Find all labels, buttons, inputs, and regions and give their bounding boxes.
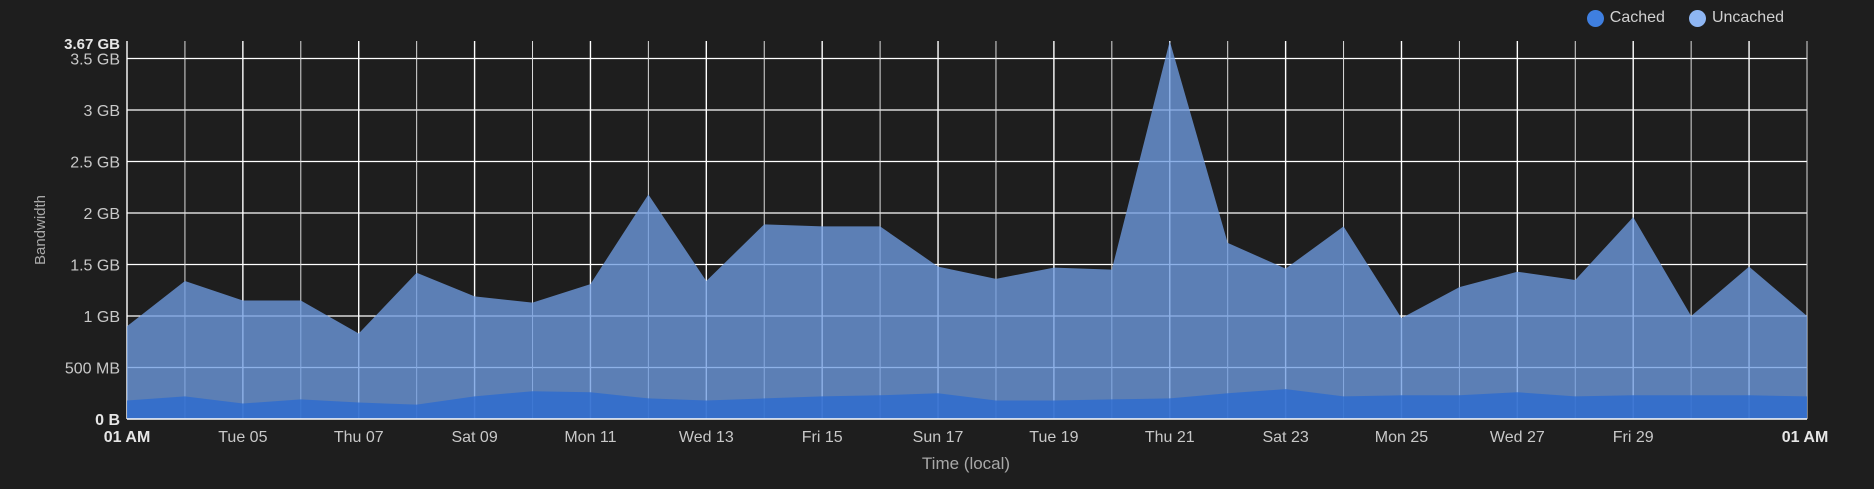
- x-axis-title: Time (local): [922, 454, 1010, 473]
- x-tick-label: 01 AM: [104, 429, 151, 446]
- x-tick-label: Sat 09: [451, 429, 497, 446]
- legend-item-cached[interactable]: Cached: [1587, 9, 1665, 27]
- y-axis-max-label: 3.67 GB: [64, 36, 120, 53]
- y-tick-label: 0 B: [95, 412, 120, 429]
- y-tick-label: 1 GB: [84, 309, 120, 326]
- y-axis-tick-labels: 0 B 500 MB 1 GB 1.5 GB 2 GB 2.5 GB 3 GB 3.5 GB: [65, 52, 120, 429]
- x-tick-label: Sat 23: [1262, 429, 1308, 446]
- x-tick-label: Fri 29: [1613, 429, 1654, 446]
- x-tick-label: 01 AM: [1782, 429, 1829, 446]
- legend: Cached Uncached: [1587, 9, 1784, 27]
- x-tick-label: Tue 19: [1029, 429, 1078, 446]
- x-tick-label: Thu 21: [1145, 429, 1195, 446]
- y-axis-title: Bandwidth: [32, 195, 49, 265]
- y-tick-label: 3 GB: [84, 103, 120, 120]
- areas: [127, 41, 1807, 419]
- cached-swatch-icon: [1587, 10, 1604, 27]
- uncached-swatch-icon: [1689, 10, 1706, 27]
- y-tick-label: 2 GB: [84, 206, 120, 223]
- legend-label-uncached: Uncached: [1712, 9, 1784, 27]
- x-tick-label: Mon 11: [564, 429, 616, 446]
- y-tick-label: 3.5 GB: [70, 52, 120, 69]
- x-tick-label: Thu 07: [334, 429, 384, 446]
- y-tick-label: 2.5 GB: [70, 155, 120, 172]
- y-tick-label: 1.5 GB: [70, 258, 120, 275]
- uncached-area: [127, 41, 1807, 419]
- x-tick-label: Fri 15: [802, 429, 843, 446]
- x-tick-label: Mon 25: [1375, 429, 1428, 446]
- x-axis-tick-labels: 01 AM Tue 05 Thu 07 Sat 09 Mon 11 Wed 13 Fri 1…: [104, 429, 1829, 446]
- legend-label-cached: Cached: [1610, 9, 1665, 27]
- legend-item-uncached[interactable]: Uncached: [1689, 9, 1784, 27]
- x-tick-label: Sun 17: [913, 429, 964, 446]
- y-tick-label: 500 MB: [65, 361, 120, 378]
- x-tick-label: Wed 27: [1490, 429, 1545, 446]
- x-tick-label: Tue 05: [218, 429, 267, 446]
- x-tick-label: Wed 13: [679, 429, 734, 446]
